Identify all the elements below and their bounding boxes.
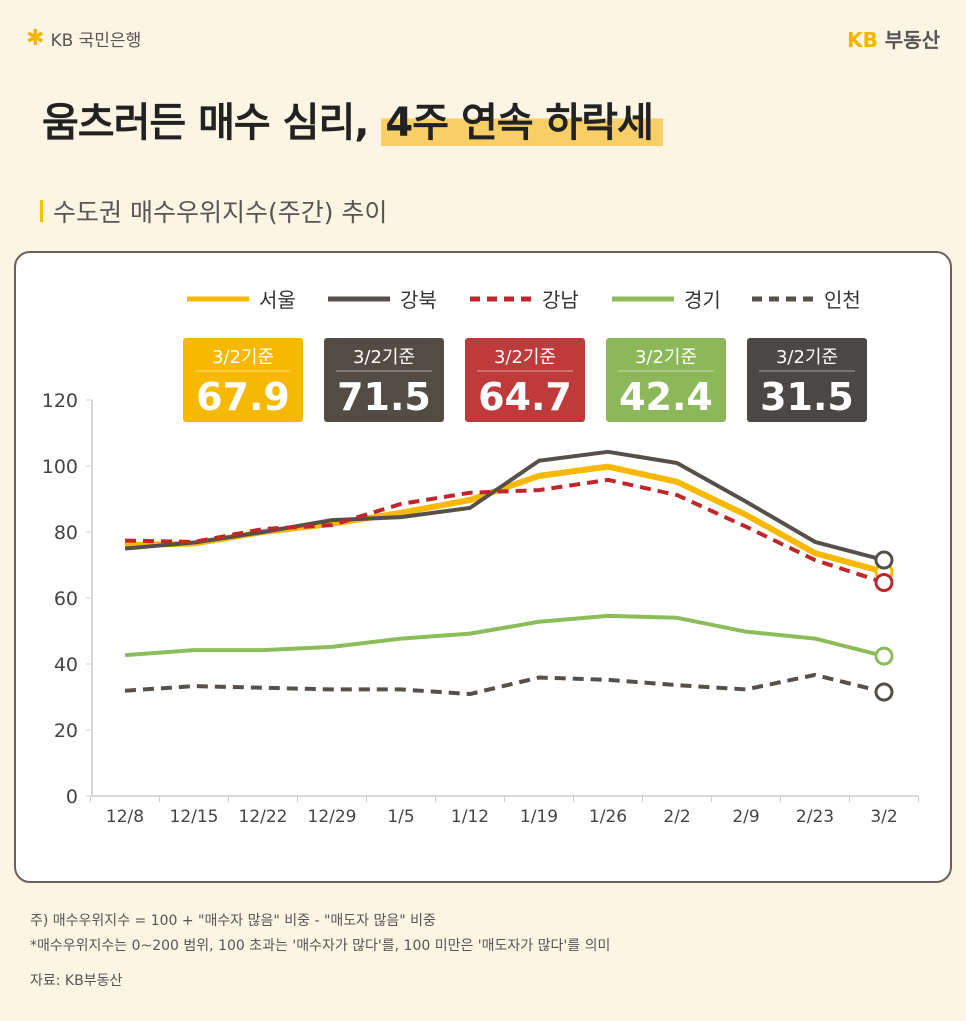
end-point-marker [874, 572, 894, 592]
subtitle-text: 수도권 매수우위지수(주간) 추이 [53, 198, 388, 227]
star-icon: ✱ [26, 26, 45, 51]
kb-realestate-logo: KB 부동산 [847, 24, 940, 53]
series-line-3 [124, 613, 885, 659]
badge-label: 3/2기준 [353, 347, 415, 368]
source: 자료: KB부동산 [30, 973, 123, 989]
badge-label: 3/2기준 [212, 347, 274, 368]
line-chart: 0 20 40 60 80 100 120 12/8 12/15 12/22 12/29 1/5 1/1… [42, 288, 919, 827]
x-tick-label: 2/2 [663, 807, 690, 827]
badge-value: 42.4 [619, 375, 713, 419]
y-tick-label: 60 [54, 588, 78, 610]
page-title: 움츠러든 매수 심리, 4주 연속 하락세 [42, 90, 663, 148]
legend-label: 강북 [400, 288, 437, 312]
x-tick-label: 1/5 [387, 807, 414, 827]
x-tick-label: 3/2 [870, 807, 897, 827]
bank-name: KB 국민은행 [50, 31, 142, 51]
y-tick-label: 20 [54, 720, 78, 742]
series-line-4 [124, 672, 885, 697]
end-point-marker [874, 682, 894, 702]
badge-label: 3/2기준 [776, 347, 838, 368]
badge-value: 31.5 [760, 375, 854, 419]
y-tick-label: 0 [66, 786, 78, 808]
y-tick-label: 80 [54, 522, 78, 544]
x-tick-label: 2/23 [796, 807, 834, 827]
legend-label: 경기 [684, 288, 721, 312]
y-tick-label: 40 [54, 654, 78, 676]
badge-bg [183, 338, 303, 422]
x-tick-label: 1/12 [451, 807, 489, 827]
x-tick-label: 12/29 [308, 807, 357, 827]
badge-label: 3/2기준 [494, 347, 556, 368]
series-line-2 [124, 477, 885, 585]
legend-label: 인천 [824, 288, 861, 312]
brand-kb: KB [847, 28, 878, 52]
footnote-2: *매수우위지수는 0~200 범위, 100 초과는 '매수자가 많다'를, 1… [30, 938, 611, 954]
badge-bg [465, 338, 585, 422]
x-tick-label: 2/9 [732, 807, 759, 827]
x-tick-label: 1/26 [589, 807, 627, 827]
end-point-marker [874, 550, 894, 570]
legend-label: 강남 [542, 288, 579, 312]
title-main: 움츠러든 매수 심리, [42, 100, 369, 146]
brand-name: 부동산 [884, 28, 940, 52]
legend-label: 서울 [259, 288, 296, 312]
x-tick-label: 12/8 [106, 807, 144, 827]
title-highlight: 4주 연속 하락세 [381, 100, 663, 146]
badge-label: 3/2기준 [635, 347, 697, 368]
x-tick-label: 12/22 [239, 807, 288, 827]
badge-value: 67.9 [196, 375, 290, 419]
x-tick-label: 1/19 [520, 807, 558, 827]
end-point-marker [874, 646, 894, 666]
kb-bank-logo: ✱ KB 국민은행 [26, 26, 141, 51]
badge-value: 71.5 [337, 375, 431, 419]
y-tick-label: 120 [42, 390, 78, 412]
series-line-1 [124, 449, 885, 562]
y-tick-label: 100 [42, 456, 78, 478]
badge-bg [606, 338, 726, 422]
badge-value: 64.7 [478, 375, 572, 419]
footnote-1: 주) 매수우위지수 = 100 + "매수자 많음" 비중 - "매도자 많음"… [30, 913, 436, 929]
subtitle-bar [40, 200, 43, 222]
chart-subtitle: 수도권 매수우위지수(주간) 추이 [40, 193, 387, 229]
badge-bg [324, 338, 444, 422]
x-tick-label: 12/15 [170, 807, 219, 827]
badge-bg [747, 338, 867, 422]
